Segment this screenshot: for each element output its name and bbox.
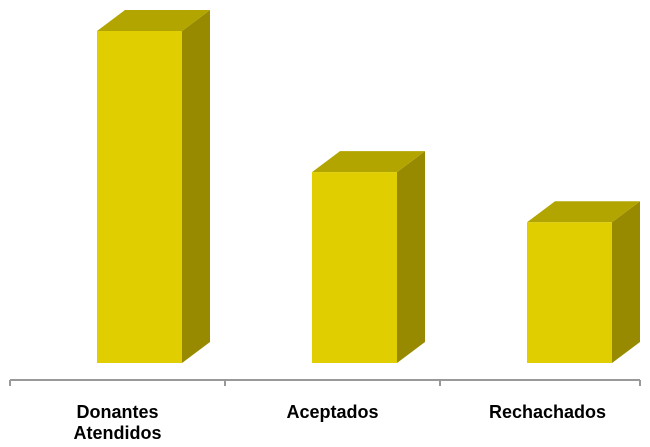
x-tick-label-line: Donantes — [76, 402, 158, 422]
x-tick-label: Donantes Atendidos — [74, 402, 162, 443]
x-tick-label-line: Atendidos — [74, 423, 162, 443]
bar-top-face — [527, 201, 640, 223]
bar-top-face — [97, 10, 210, 31]
x-tick-label: Rechachados — [489, 402, 606, 422]
category-labels: Donantes Atendidos Aceptados Rechachados — [74, 402, 607, 443]
x-tick-label-line: Aceptados — [286, 402, 378, 422]
bar-side-face — [182, 10, 210, 363]
bar-front-face — [97, 31, 182, 363]
bar-front-face — [312, 172, 397, 363]
bar-top-face — [312, 151, 425, 173]
bar-1 — [312, 151, 425, 363]
bar-side-face — [612, 201, 640, 363]
bars-group — [97, 10, 640, 363]
bar-0 — [97, 10, 210, 363]
bar-2 — [527, 201, 640, 363]
bar-front-face — [527, 222, 612, 363]
x-tick-label-line: Rechachados — [489, 402, 606, 422]
x-axis — [9, 379, 641, 386]
x-tick-label: Aceptados — [286, 402, 378, 422]
bar-side-face — [397, 151, 425, 363]
